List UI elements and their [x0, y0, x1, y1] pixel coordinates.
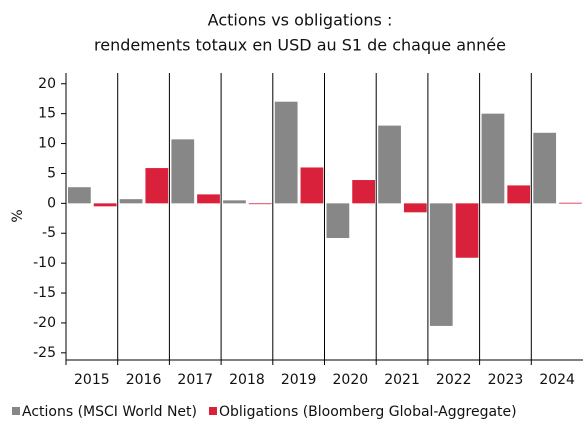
- bar: [68, 187, 91, 204]
- x-tick-label: 2019: [281, 372, 317, 388]
- bar: [533, 132, 557, 204]
- y-tick-label: 10: [38, 136, 56, 152]
- bar: [403, 203, 427, 213]
- x-tick-label: 2020: [333, 372, 369, 388]
- bar: [559, 202, 582, 204]
- bar: [378, 125, 401, 204]
- legend-label: Actions (MSCI World Net): [22, 404, 197, 420]
- x-tick-label: 2023: [488, 372, 524, 388]
- x-tick-label: 2018: [229, 372, 265, 388]
- bar: [93, 203, 117, 207]
- bar: [171, 139, 195, 204]
- y-tick-label: 20: [38, 76, 56, 92]
- x-tick-label: 2016: [126, 372, 162, 388]
- bar: [481, 113, 505, 204]
- bar: [352, 180, 375, 204]
- chart-title: Actions vs obligations :: [208, 11, 393, 30]
- y-tick-label: -5: [42, 225, 56, 241]
- bar: [507, 185, 531, 204]
- y-tick-label: 5: [47, 165, 56, 181]
- legend-label: Obligations (Bloomberg Global-Aggregate): [219, 404, 517, 420]
- x-tick-label: 2015: [74, 372, 110, 388]
- bar: [223, 200, 246, 204]
- bar: [145, 168, 169, 204]
- bar: [197, 194, 220, 204]
- bar: [248, 203, 272, 205]
- y-tick-label: -25: [33, 345, 56, 361]
- x-tick-label: 2017: [177, 372, 213, 388]
- bar: [455, 203, 479, 258]
- x-tick-label: 2024: [539, 372, 575, 388]
- legend-swatch: [208, 407, 217, 415]
- bar: [300, 167, 324, 204]
- bar: [274, 101, 298, 204]
- y-tick-label: 15: [38, 106, 56, 122]
- bar: [429, 203, 453, 326]
- x-tick-label: 2022: [436, 372, 472, 388]
- legend-swatch: [12, 407, 20, 415]
- y-tick-label: -20: [33, 315, 56, 331]
- y-axis-label: %: [10, 209, 26, 222]
- chart-title: rendements totaux en USD au S1 de chaque…: [94, 36, 506, 55]
- bar: [119, 199, 143, 204]
- y-tick-label: 0: [47, 195, 56, 211]
- y-tick-label: -15: [33, 285, 56, 301]
- bar: [326, 203, 350, 239]
- x-tick-label: 2021: [384, 372, 420, 388]
- y-tick-label: -10: [33, 255, 56, 271]
